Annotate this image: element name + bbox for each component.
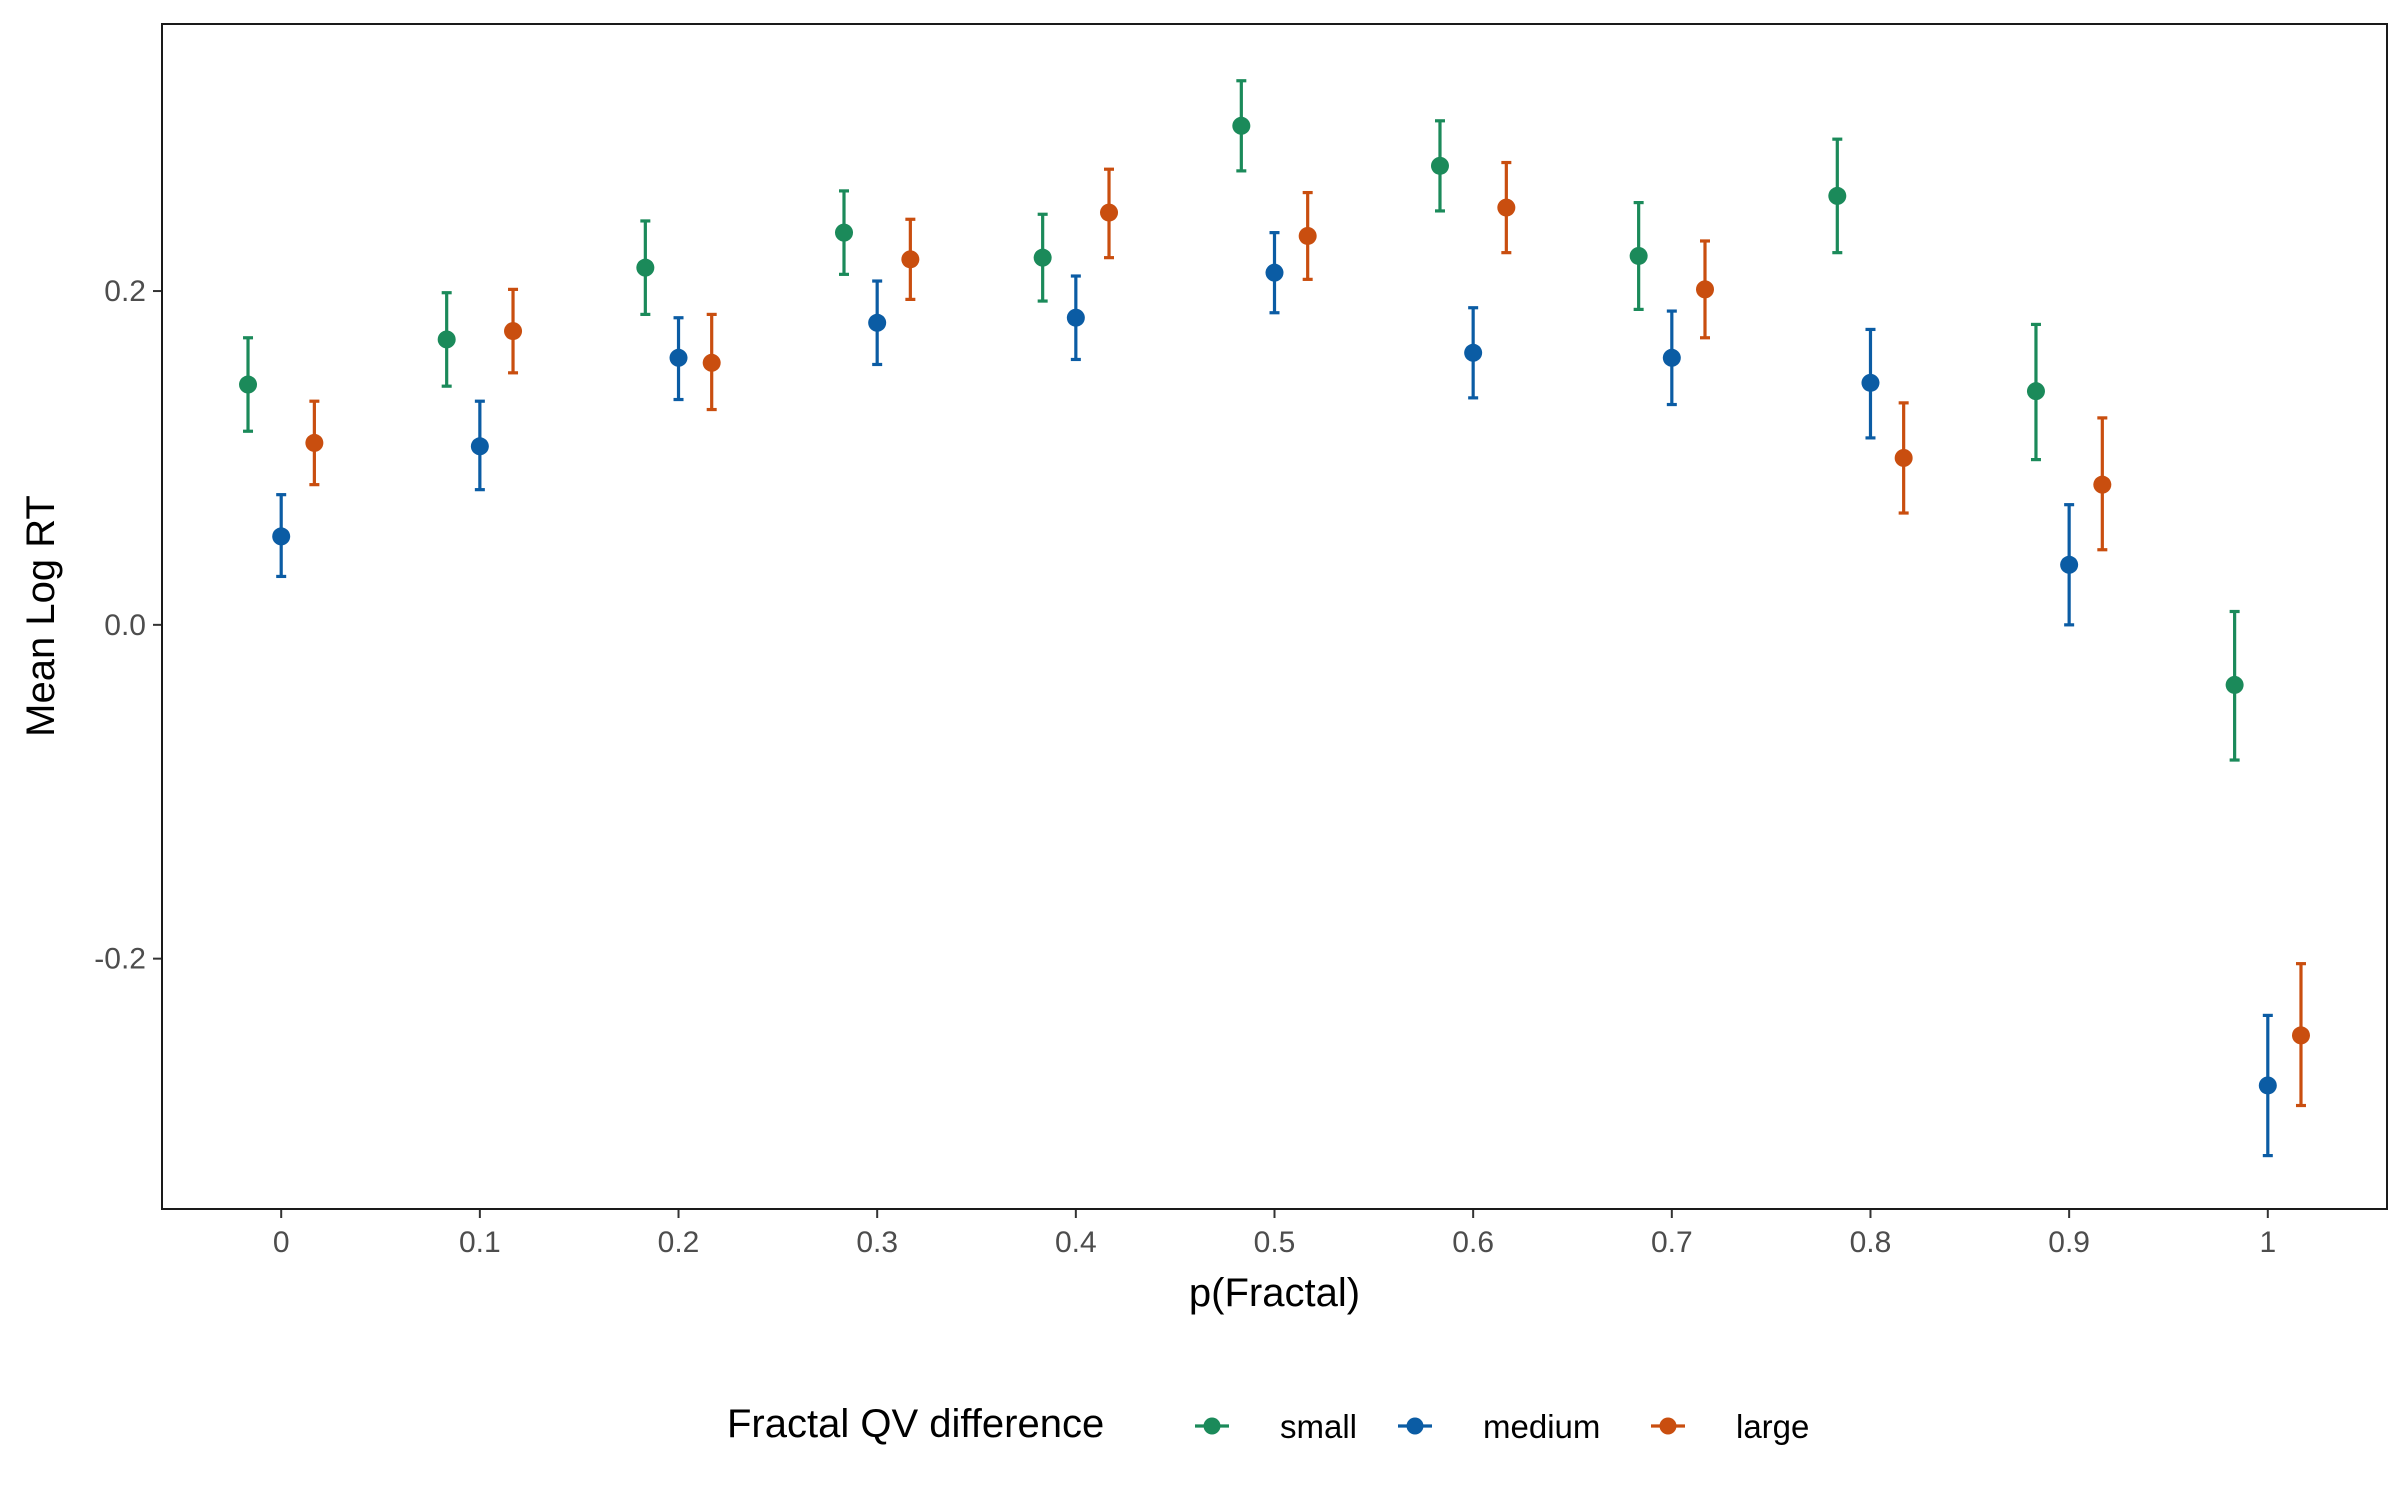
data-point <box>1464 343 1483 362</box>
y-axis-ticks: -0.2 0.0 0.2 <box>94 275 162 976</box>
series-layer <box>239 79 2310 1158</box>
data-point <box>1695 280 1714 299</box>
data-point <box>2093 475 2112 494</box>
data-point <box>868 313 887 332</box>
data-point <box>1232 116 1251 135</box>
data-point <box>1100 203 1119 222</box>
x-tick-label: 0.3 <box>856 1226 898 1259</box>
data-point <box>1430 156 1449 175</box>
legend-key-point <box>1659 1417 1677 1435</box>
y-tick-label: 0.2 <box>104 275 146 308</box>
data-point <box>1066 308 1085 327</box>
legend-title: Fractal QV difference <box>727 1402 1104 1446</box>
panel-background <box>162 24 2387 1209</box>
legend-item-small: small <box>1195 1408 1357 1445</box>
x-tick-label: 0.7 <box>1651 1226 1693 1259</box>
x-tick-label: 0.5 <box>1254 1226 1296 1259</box>
x-tick-label: 0.8 <box>1850 1226 1892 1259</box>
data-point <box>2225 675 2244 694</box>
x-axis-title: p(Fractal) <box>1189 1271 1360 1315</box>
data-point <box>2026 382 2045 401</box>
legend-label: medium <box>1483 1408 1600 1445</box>
legend-key-point <box>1406 1417 1424 1435</box>
x-tick-label: 0.6 <box>1452 1226 1494 1259</box>
data-point <box>2291 1026 2310 1045</box>
data-point <box>702 353 721 372</box>
data-point <box>1265 263 1284 282</box>
series-large <box>305 160 2310 1108</box>
y-tick-label: 0.0 <box>104 609 146 642</box>
data-point <box>1894 448 1913 467</box>
legend-key-point <box>1203 1417 1221 1435</box>
data-point <box>835 223 854 242</box>
data-point <box>636 258 655 277</box>
series-medium <box>272 231 2277 1158</box>
y-axis-title: Mean Log RT <box>19 495 63 737</box>
legend-item-large: large <box>1651 1408 1809 1445</box>
data-point <box>1629 246 1648 265</box>
data-point <box>1828 186 1847 205</box>
data-point <box>305 433 324 452</box>
data-point <box>669 348 688 367</box>
data-point <box>239 375 258 394</box>
x-tick-label: 1 <box>2259 1226 2276 1259</box>
data-point <box>1497 198 1516 217</box>
data-point <box>272 527 291 546</box>
legend: Fractal QV difference small medium large <box>727 1402 1809 1446</box>
data-point <box>1033 248 1052 267</box>
data-point <box>2060 555 2079 574</box>
data-point <box>1298 226 1317 245</box>
data-point <box>2258 1076 2277 1095</box>
data-point <box>504 322 523 341</box>
x-tick-label: 0.4 <box>1055 1226 1097 1259</box>
data-point <box>470 437 489 456</box>
series-small <box>239 79 2244 762</box>
x-tick-label: 0.9 <box>2048 1226 2090 1259</box>
data-point <box>1861 373 1880 392</box>
legend-label: large <box>1736 1408 1809 1445</box>
y-tick-label: -0.2 <box>94 943 146 976</box>
legend-label: small <box>1280 1408 1357 1445</box>
panel-border <box>161 23 2388 1210</box>
x-tick-label: 0 <box>273 1226 290 1259</box>
legend-item-medium: medium <box>1398 1408 1600 1445</box>
x-axis-ticks: 0 0.1 0.2 0.3 0.4 0.5 0.6 0.7 0.8 0.9 1 <box>273 1209 2276 1259</box>
data-point <box>901 250 920 269</box>
data-point <box>1662 348 1681 367</box>
x-tick-label: 0.2 <box>658 1226 700 1259</box>
x-tick-label: 0.1 <box>459 1226 501 1259</box>
data-point <box>437 330 456 349</box>
